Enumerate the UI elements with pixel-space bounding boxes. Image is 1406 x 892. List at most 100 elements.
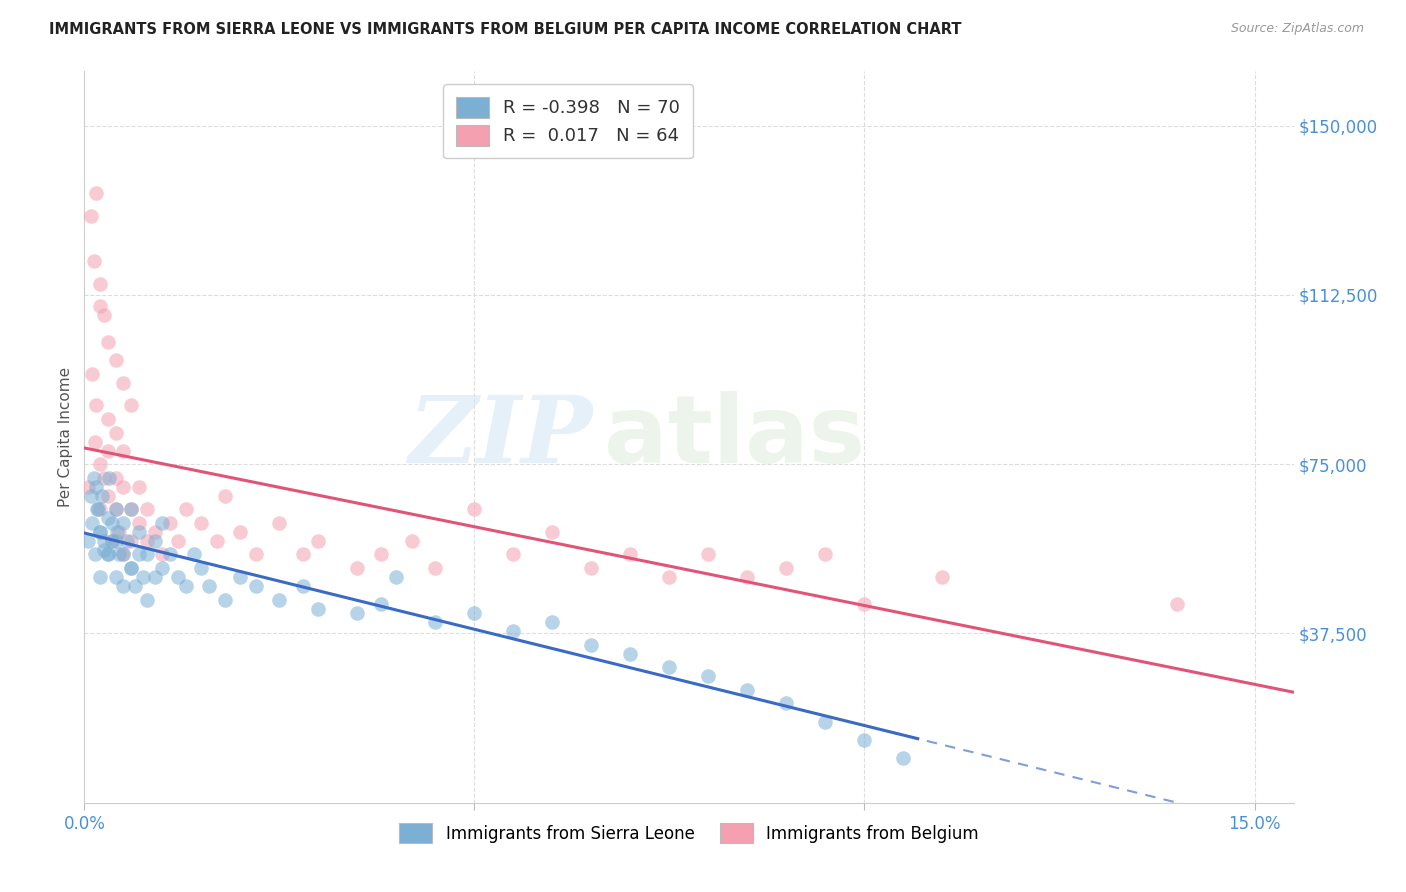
Point bbox=[502, 548, 524, 562]
Text: atlas: atlas bbox=[605, 391, 865, 483]
Point bbox=[97, 443, 120, 458]
Point bbox=[93, 543, 115, 558]
Point bbox=[229, 524, 252, 539]
Point bbox=[120, 533, 142, 548]
Point bbox=[541, 524, 564, 539]
Point bbox=[89, 524, 111, 539]
Point bbox=[775, 561, 797, 575]
Point bbox=[120, 502, 142, 516]
Point bbox=[89, 570, 111, 584]
Point bbox=[97, 335, 120, 350]
Point bbox=[183, 548, 205, 562]
Point bbox=[425, 615, 447, 630]
Point bbox=[112, 579, 135, 593]
Point bbox=[541, 615, 564, 630]
Point bbox=[100, 533, 122, 548]
Point bbox=[89, 457, 111, 471]
Point bbox=[401, 533, 423, 548]
Point bbox=[150, 561, 173, 575]
Point bbox=[97, 548, 120, 562]
Point bbox=[100, 533, 122, 548]
Text: ZIP: ZIP bbox=[408, 392, 592, 482]
Point bbox=[737, 570, 759, 584]
Point bbox=[90, 489, 112, 503]
Point bbox=[135, 533, 157, 548]
Point bbox=[104, 533, 127, 548]
Point bbox=[167, 570, 190, 584]
Point bbox=[159, 548, 181, 562]
Point bbox=[77, 480, 100, 494]
Point bbox=[82, 367, 104, 381]
Point bbox=[108, 524, 131, 539]
Point bbox=[120, 502, 142, 516]
Point bbox=[346, 561, 368, 575]
Point bbox=[159, 516, 181, 530]
Point bbox=[93, 471, 115, 485]
Point bbox=[97, 412, 120, 426]
Point bbox=[135, 548, 157, 562]
Point bbox=[143, 533, 166, 548]
Point bbox=[307, 601, 329, 615]
Point bbox=[174, 502, 197, 516]
Point bbox=[112, 548, 135, 562]
Point bbox=[814, 714, 837, 729]
Text: IMMIGRANTS FROM SIERRA LEONE VS IMMIGRANTS FROM BELGIUM PER CAPITA INCOME CORREL: IMMIGRANTS FROM SIERRA LEONE VS IMMIGRAN… bbox=[49, 22, 962, 37]
Point bbox=[112, 480, 135, 494]
Point bbox=[205, 533, 228, 548]
Point bbox=[128, 548, 150, 562]
Point bbox=[82, 516, 104, 530]
Point bbox=[581, 638, 603, 652]
Point bbox=[104, 353, 127, 368]
Point bbox=[100, 516, 122, 530]
Point bbox=[83, 434, 105, 449]
Point bbox=[245, 548, 267, 562]
Point bbox=[697, 669, 720, 683]
Point bbox=[97, 511, 120, 525]
Point bbox=[463, 502, 485, 516]
Point bbox=[214, 592, 236, 607]
Point bbox=[93, 308, 115, 322]
Point bbox=[167, 533, 190, 548]
Point bbox=[150, 516, 173, 530]
Point bbox=[893, 750, 915, 764]
Point bbox=[104, 502, 127, 516]
Y-axis label: Per Capita Income: Per Capita Income bbox=[58, 367, 73, 508]
Point bbox=[174, 579, 197, 593]
Point bbox=[93, 533, 115, 548]
Point bbox=[112, 443, 135, 458]
Point bbox=[79, 489, 101, 503]
Point bbox=[104, 471, 127, 485]
Point bbox=[84, 480, 107, 494]
Point bbox=[190, 516, 212, 530]
Text: Source: ZipAtlas.com: Source: ZipAtlas.com bbox=[1230, 22, 1364, 36]
Point bbox=[120, 399, 142, 413]
Point bbox=[143, 570, 166, 584]
Point bbox=[370, 548, 392, 562]
Point bbox=[150, 548, 173, 562]
Point bbox=[463, 606, 485, 620]
Point bbox=[269, 592, 291, 607]
Point bbox=[737, 682, 759, 697]
Point bbox=[291, 579, 314, 593]
Point bbox=[143, 524, 166, 539]
Point bbox=[1166, 597, 1188, 611]
Point bbox=[89, 299, 111, 313]
Point bbox=[370, 597, 392, 611]
Point bbox=[307, 533, 329, 548]
Point bbox=[853, 597, 876, 611]
Point bbox=[198, 579, 221, 593]
Point bbox=[135, 502, 157, 516]
Point bbox=[502, 624, 524, 639]
Point bbox=[346, 606, 368, 620]
Point bbox=[132, 570, 155, 584]
Point bbox=[658, 660, 681, 674]
Point bbox=[124, 579, 146, 593]
Point bbox=[291, 548, 314, 562]
Point bbox=[814, 548, 837, 562]
Point bbox=[619, 647, 641, 661]
Point bbox=[385, 570, 408, 584]
Point bbox=[83, 471, 105, 485]
Point bbox=[108, 548, 131, 562]
Point bbox=[83, 548, 105, 562]
Point bbox=[214, 489, 236, 503]
